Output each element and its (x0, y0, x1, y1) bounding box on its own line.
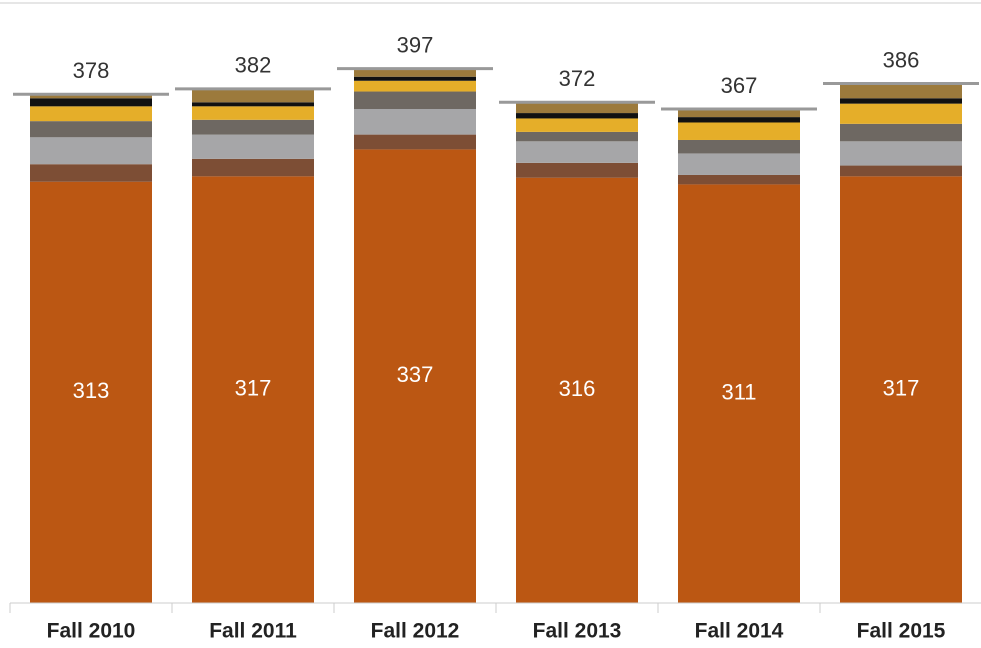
bar-segment (30, 94, 152, 99)
bar-segment (192, 134, 314, 159)
bar-segment (354, 109, 476, 135)
bar-segment (516, 141, 638, 163)
total-label: 386 (883, 47, 920, 72)
bar-segment (354, 68, 476, 77)
total-label: 382 (235, 53, 272, 78)
bar-segment (354, 134, 476, 150)
bar-segment (840, 141, 962, 166)
bar-segment (516, 113, 638, 119)
x-tick-label: Fall 2011 (209, 620, 297, 643)
bar-segment (516, 102, 638, 114)
bar-segment (678, 184, 800, 604)
bar-segment (516, 131, 638, 142)
bar-segment (192, 176, 314, 603)
value-label: 311 (721, 380, 756, 405)
bar-segment (840, 83, 962, 99)
x-tick-label: Fall 2013 (533, 620, 622, 643)
bar-segment (678, 174, 800, 185)
bar-segment (354, 91, 476, 110)
bar-segment (30, 137, 152, 165)
bar-segment (192, 119, 314, 135)
bar-segment (354, 80, 476, 92)
bar-segment (30, 164, 152, 182)
bar-segment (678, 139, 800, 154)
value-label: 313 (73, 378, 110, 403)
bar-segment (354, 149, 476, 603)
value-label: 337 (397, 362, 434, 387)
bar-segment (30, 121, 152, 138)
bar-segment (30, 181, 152, 604)
bar-segment (840, 123, 962, 142)
total-label: 367 (721, 73, 758, 98)
bar-segment (516, 162, 638, 178)
bar-segment (678, 122, 800, 140)
total-label: 372 (559, 66, 596, 91)
bar-segment (30, 106, 152, 122)
bar-segment (516, 177, 638, 603)
value-label: 317 (235, 375, 272, 400)
bar-segment (354, 76, 476, 81)
bar-segment (30, 98, 152, 107)
value-label: 317 (883, 375, 920, 400)
bar-segment (840, 176, 962, 603)
total-label: 397 (397, 32, 434, 57)
bar-segment (678, 153, 800, 175)
bar-segment (840, 165, 962, 177)
bar-segment (192, 158, 314, 177)
bar-segment (840, 103, 962, 124)
x-tick-label: Fall 2015 (857, 620, 946, 643)
bar-segment (840, 98, 962, 104)
x-tick-label: Fall 2014 (695, 620, 784, 643)
x-tick-label: Fall 2012 (371, 620, 460, 643)
value-label: 316 (559, 376, 596, 401)
bar-segment (192, 102, 314, 107)
bar-segment (678, 117, 800, 123)
bar-segment (516, 118, 638, 132)
x-tick-label: Fall 2010 (47, 620, 136, 643)
bar-segment (678, 109, 800, 118)
total-label: 378 (73, 58, 110, 83)
bar-segment (192, 106, 314, 120)
bar-segment (192, 88, 314, 103)
